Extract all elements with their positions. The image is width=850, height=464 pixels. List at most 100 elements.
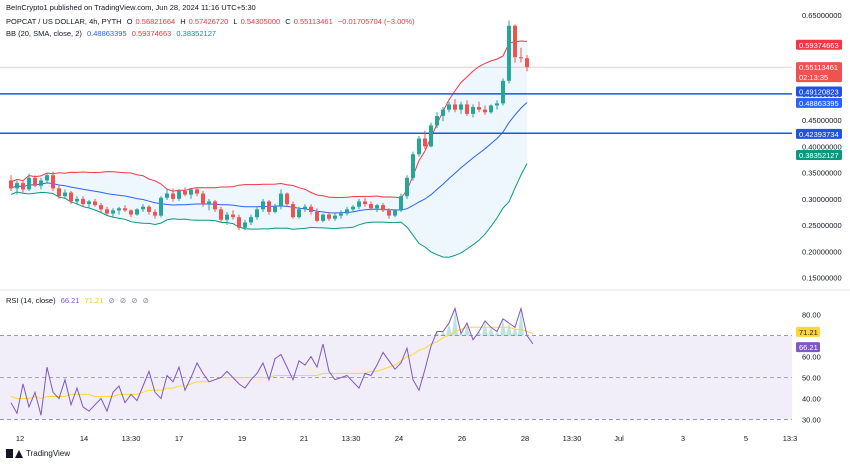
more-icon[interactable]: ⊘ bbox=[142, 296, 149, 305]
rsi-ma-badge: 71.21 bbox=[796, 326, 820, 337]
low-value: 0.54305000 bbox=[240, 17, 281, 26]
price-legend: POPCAT / US DOLLAR, 4h, PYTH O 0.56821664… bbox=[6, 17, 418, 26]
price-axis[interactable]: 0.650000000.550000000.500000000.45000000… bbox=[802, 11, 842, 282]
rsi-title[interactable]: RSI (14, close) bbox=[6, 296, 56, 305]
rsi-tick-label: 50.00 bbox=[802, 374, 821, 383]
tradingview-logo-icon bbox=[6, 449, 23, 458]
time-tick-label: 13:3 bbox=[783, 434, 798, 443]
price-tick-label: 0.15000000 bbox=[802, 274, 842, 283]
delete-icon[interactable]: ⊘ bbox=[131, 296, 138, 305]
candle-body bbox=[393, 210, 397, 216]
price-badge-text: 0.55113461 bbox=[799, 63, 838, 72]
price-badge-hline: 0.42393734 bbox=[796, 128, 842, 139]
candle-body bbox=[327, 214, 331, 219]
candle-body bbox=[201, 193, 205, 205]
candle-body bbox=[369, 204, 373, 209]
price-badge-text: 0.42393734 bbox=[799, 130, 839, 139]
price-pane: 0.650000000.550000000.500000000.45000000… bbox=[0, 11, 842, 283]
candle-body bbox=[303, 206, 307, 210]
eye-off-icon[interactable]: ⊘ bbox=[108, 296, 115, 305]
price-badge-bg bbox=[796, 39, 842, 50]
time-tick-label: 12 bbox=[16, 434, 24, 443]
candle-body bbox=[507, 25, 511, 81]
rsi-tick-label: 40.00 bbox=[802, 395, 821, 404]
rsi-value-badge: 66.21 bbox=[796, 342, 820, 353]
candle-body bbox=[453, 104, 457, 110]
candle-body bbox=[45, 175, 49, 181]
candle-body bbox=[243, 222, 247, 228]
candle-body bbox=[351, 206, 355, 210]
time-tick-label: Jul bbox=[614, 434, 624, 443]
time-tick-label: 24 bbox=[395, 434, 403, 443]
candle-body bbox=[231, 214, 235, 218]
symbol-title[interactable]: POPCAT / US DOLLAR, 4h, PYTH bbox=[6, 17, 122, 26]
candle-body bbox=[15, 183, 19, 189]
rsi-ma-legend-value: 71.21 bbox=[84, 296, 104, 305]
candle-body bbox=[255, 209, 259, 218]
rsi-value-labels: 71.21 66.21 bbox=[796, 326, 820, 353]
candle-body bbox=[249, 217, 253, 223]
candle-body bbox=[465, 104, 469, 114]
rsi-tick-label: 60.00 bbox=[802, 353, 821, 362]
time-tick-label: 13:30 bbox=[342, 434, 361, 443]
price-badge-bg bbox=[796, 86, 842, 97]
candle-body bbox=[399, 196, 403, 211]
time-tick-label: 3 bbox=[681, 434, 685, 443]
candle-body bbox=[99, 205, 103, 210]
close-value: 0.55113461 bbox=[293, 17, 333, 26]
price-badge-text: 0.48863395 bbox=[799, 99, 839, 108]
settings-icon[interactable]: ⊘ bbox=[119, 296, 127, 305]
rsi-ma-badge-bg bbox=[796, 326, 820, 337]
candle-body bbox=[381, 205, 385, 211]
rsi-legend-value: 66.21 bbox=[60, 296, 80, 305]
price-tick-label: 0.65000000 bbox=[802, 11, 842, 20]
price-tick-label: 0.20000000 bbox=[802, 247, 842, 256]
bb-basis-value: 0.48863395 bbox=[86, 29, 127, 38]
rsi-level-lines bbox=[0, 335, 792, 420]
candle-body bbox=[315, 211, 319, 221]
price-badge-hline: 0.49120823 bbox=[796, 86, 842, 97]
price-badge-bb-basis: 0.48863395 bbox=[796, 97, 842, 108]
candle-body bbox=[441, 109, 445, 116]
candle-body bbox=[495, 103, 499, 106]
candle-body bbox=[225, 214, 229, 220]
candle-body bbox=[69, 192, 73, 202]
rsi-ma-badge-text: 71.21 bbox=[799, 328, 818, 337]
rsi-line bbox=[10, 306, 534, 416]
candle-body bbox=[267, 201, 271, 212]
candle-body bbox=[483, 109, 487, 113]
high-value: 0.57426720 bbox=[188, 17, 229, 26]
candle-body bbox=[27, 177, 31, 190]
bollinger-band-fill bbox=[11, 41, 527, 258]
candle-body bbox=[513, 25, 517, 58]
time-tick-label: 28 bbox=[521, 434, 529, 443]
change-value: −0.01705704 (−3.00%) bbox=[337, 17, 415, 26]
rsi-pane: 80.00 60.00 50.00 40.00 30.00 71.21 66.21 bbox=[0, 306, 821, 425]
candle-body bbox=[33, 177, 37, 186]
candles-layer bbox=[9, 20, 529, 231]
time-tick-label: 13:30 bbox=[563, 434, 582, 443]
candle-body bbox=[417, 138, 421, 155]
price-badge-text: 0.38352127 bbox=[799, 151, 839, 160]
candle-body bbox=[339, 213, 343, 216]
candle-body bbox=[357, 201, 361, 207]
candle-body bbox=[387, 210, 391, 216]
candle-body bbox=[411, 154, 415, 178]
time-axis[interactable]: 12 14 13:30 17 19 21 13:30 24 26 28 13:30 Jul 3 5 13:3 bbox=[16, 434, 797, 443]
footer: TradingView bbox=[6, 449, 70, 458]
candle-body bbox=[123, 208, 127, 211]
price-tick-label: 0.35000000 bbox=[802, 169, 842, 178]
price-badge-bb-lower: 0.38352127 bbox=[796, 150, 842, 161]
candle-body bbox=[57, 188, 61, 197]
bb-title[interactable]: BB (20, SMA, close, 2) bbox=[6, 29, 82, 38]
price-badge-text: 0.59374663 bbox=[799, 41, 839, 50]
rsi-axis[interactable]: 80.00 60.00 50.00 40.00 30.00 bbox=[802, 311, 821, 425]
price-badge-bg bbox=[796, 62, 842, 83]
candle-body bbox=[363, 201, 367, 205]
candle-body bbox=[333, 215, 337, 219]
candle-body bbox=[501, 80, 505, 104]
candle-body bbox=[429, 125, 433, 147]
